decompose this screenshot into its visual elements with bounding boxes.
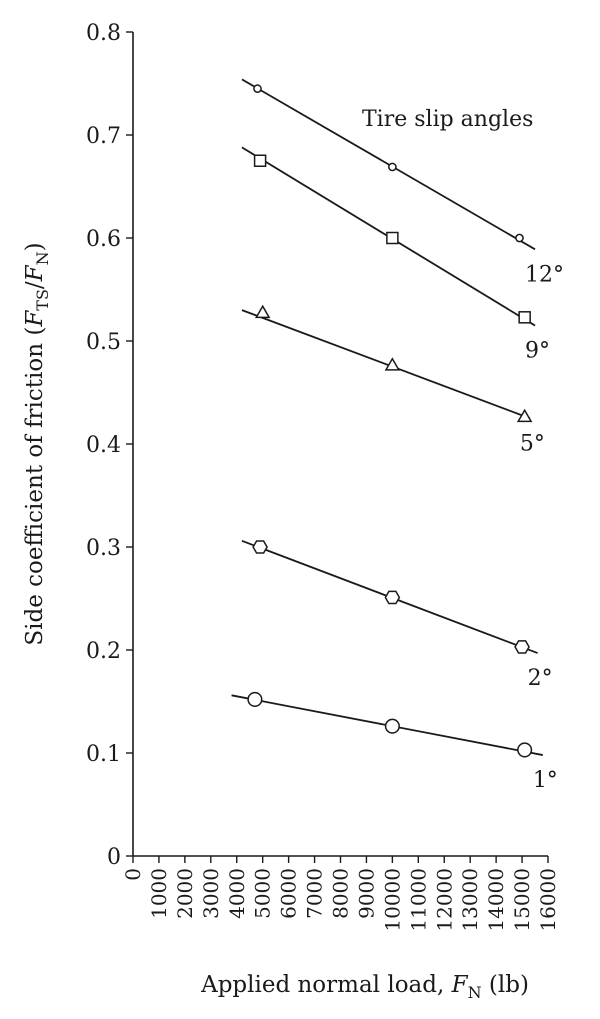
series-label: 5° (520, 431, 545, 456)
y-axis-title-prefix: Side coefficient of friction ( (22, 327, 48, 646)
y-tick-label: 0.1 (86, 742, 121, 767)
x-axis-title: Applied normal load, FN (lb) (200, 972, 529, 1002)
x-tick-label: 1000 (147, 868, 171, 919)
series-labels: 12° 9° 5° 2° 1° (520, 262, 564, 793)
y-tick-label: 0.2 (86, 639, 121, 664)
series-label: 9° (525, 339, 550, 364)
fit-line-small-circle (241, 78, 536, 251)
data-point-square (518, 311, 531, 324)
data-point-small-circle (388, 162, 397, 172)
data-point-triangle (516, 408, 533, 423)
x-axis-title-prefix: Applied normal load, (200, 972, 452, 998)
x-tick-label: 5000 (251, 868, 275, 919)
data-point-hexagon (252, 540, 268, 554)
x-axis-title-suffix: (lb) (482, 972, 529, 998)
y-tick-label: 0 (107, 845, 121, 870)
x-tick-label: 12000 (432, 868, 456, 932)
data-point-square (253, 154, 267, 167)
x-tick-label: 8000 (329, 868, 353, 919)
x-axis-title-symbol: F (451, 972, 469, 998)
axes (132, 32, 548, 857)
x-ticks: 0 1000 2000 3000 4000 5000 6000 7000 8000 9000 100… (121, 856, 560, 932)
y-axis-title-subscript-1: TS (33, 289, 52, 311)
data-point-large-circle (247, 691, 263, 707)
data-point-small-circle (515, 233, 524, 243)
data-point-large-circle (517, 742, 533, 758)
x-tick-label: 0 (121, 868, 145, 881)
y-tick-label: 0.5 (86, 330, 121, 355)
y-axis-title: Side coefficient of friction (FTS/FN) (22, 242, 52, 645)
x-tick-label: 11000 (406, 868, 430, 932)
data-point-large-circle (384, 718, 400, 734)
fit-line-triangle (241, 309, 531, 420)
y-axis-title-symbol-2: F (22, 264, 48, 282)
y-axis-title-suffix: ) (22, 242, 48, 251)
markers (247, 84, 533, 758)
data-point-small-circle (253, 84, 262, 94)
y-ticks: 0 0.1 0.2 0.3 0.4 0.5 0.6 0.7 0.8 (86, 21, 133, 870)
y-axis-title-slash: / (22, 281, 48, 289)
x-tick-label: 10000 (380, 868, 404, 932)
series-label: 2° (528, 666, 553, 691)
series-label: 1° (533, 768, 558, 793)
fit-lines (231, 78, 543, 756)
data-point-triangle (384, 357, 401, 371)
data-point-hexagon (384, 590, 401, 605)
annotation-tire-slip-angles: Tire slip angles (362, 107, 533, 132)
x-axis-title-subscript: N (468, 983, 482, 1002)
x-tick-label: 2000 (173, 868, 197, 919)
y-tick-label: 0.8 (86, 21, 121, 46)
y-tick-label: 0.6 (86, 227, 121, 252)
y-tick-label: 0.3 (86, 536, 121, 561)
data-point-square (386, 231, 399, 245)
x-tick-label: 7000 (303, 868, 327, 919)
x-tick-label: 13000 (458, 868, 482, 932)
y-axis-title-symbol-1: F (22, 310, 48, 328)
x-tick-label: 6000 (277, 868, 301, 919)
x-tick-label: 14000 (484, 868, 508, 932)
x-tick-label: 9000 (354, 868, 378, 919)
x-tick-label: 3000 (199, 868, 223, 919)
data-point-triangle (254, 304, 271, 319)
series-label: 12° (525, 262, 564, 287)
x-tick-label: 16000 (536, 868, 560, 932)
y-tick-label: 0.4 (86, 433, 121, 458)
x-tick-label: 4000 (225, 868, 249, 919)
data-point-hexagon (514, 640, 530, 654)
y-axis-title-subscript-2: N (33, 251, 52, 265)
y-tick-label: 0.7 (86, 124, 121, 149)
x-tick-label: 15000 (510, 868, 534, 932)
